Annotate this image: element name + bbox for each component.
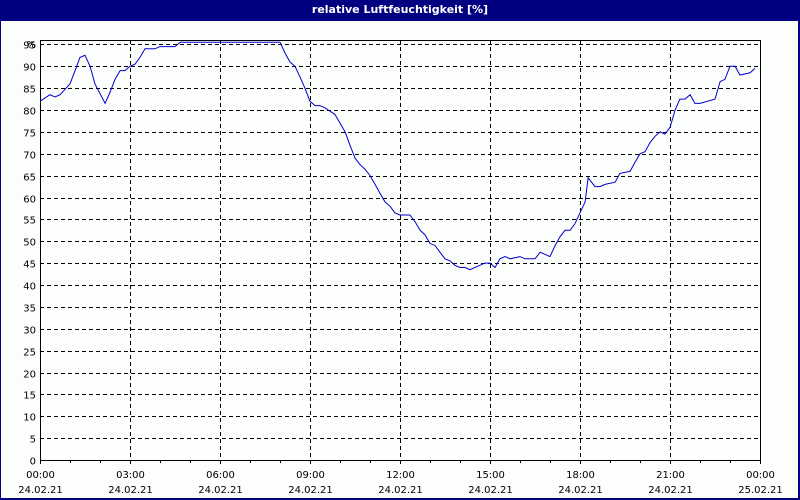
x-tick-date: 24.02.21 bbox=[378, 485, 423, 496]
y-tick-label: 60 bbox=[23, 195, 36, 206]
x-tick-time: 21:00 bbox=[656, 470, 685, 481]
y-tick-label: 20 bbox=[23, 370, 36, 381]
x-tick-date: 24.02.21 bbox=[468, 485, 513, 496]
y-tick-label: 45 bbox=[23, 260, 36, 271]
y-tick-label: 85 bbox=[23, 85, 36, 96]
x-tick-time: 06:00 bbox=[206, 470, 235, 481]
x-tick-time: 18:00 bbox=[566, 470, 595, 481]
y-tick-label: 40 bbox=[23, 282, 36, 293]
y-tick-label: 95 bbox=[23, 41, 36, 52]
y-tick-label: 50 bbox=[23, 238, 36, 249]
chart-title: relative Luftfeuchtigkeit [%] bbox=[311, 3, 489, 16]
y-tick-label: 80 bbox=[23, 107, 36, 118]
y-tick-label: 70 bbox=[23, 151, 36, 162]
x-tick-date: 24.02.21 bbox=[558, 485, 603, 496]
y-unit-label: % bbox=[26, 40, 36, 51]
x-tick-time: 15:00 bbox=[476, 470, 505, 481]
x-tick-time: 00:00 bbox=[746, 470, 775, 481]
y-tick-label: 15 bbox=[23, 391, 36, 402]
y-axis-ticks: 0 5 10 15 20 25 30 35 40 45 50 55 60 65 70 75 80 85 90 95% bbox=[23, 40, 36, 468]
chart-panel bbox=[1, 21, 798, 498]
x-tick-time: 00:00 bbox=[26, 470, 55, 481]
chart-title-bar: relative Luftfeuchtigkeit [%] bbox=[0, 0, 800, 21]
x-axis-ticks: 00:00 24.02.21 03:00 24.02.21 06:00 24.02.21 0… bbox=[18, 460, 783, 496]
y-tick-label: 5 bbox=[30, 435, 36, 446]
x-tick-date: 24.02.21 bbox=[108, 485, 153, 496]
y-tick-label: 35 bbox=[23, 304, 36, 315]
grid-lines bbox=[40, 40, 760, 460]
x-tick-date: 24.02.21 bbox=[648, 485, 693, 496]
humidity-series-line bbox=[39, 41, 756, 271]
y-tick-label: 30 bbox=[23, 326, 36, 337]
y-tick-label: 10 bbox=[23, 413, 36, 424]
y-tick-label: 65 bbox=[23, 173, 36, 184]
x-tick-date: 25.02.21 bbox=[738, 485, 783, 496]
x-tick-time: 12:00 bbox=[386, 470, 415, 481]
y-tick-label: 90 bbox=[23, 63, 36, 74]
y-tick-label: 55 bbox=[23, 216, 36, 227]
y-tick-label: 0 bbox=[30, 457, 36, 468]
x-tick-time: 03:00 bbox=[116, 470, 145, 481]
y-tick-label: 25 bbox=[23, 348, 36, 359]
x-tick-date: 24.02.21 bbox=[18, 485, 63, 496]
x-tick-date: 24.02.21 bbox=[198, 485, 243, 496]
y-tick-label: 75 bbox=[23, 129, 36, 140]
x-tick-date: 24.02.21 bbox=[288, 485, 333, 496]
x-tick-time: 09:00 bbox=[296, 470, 325, 481]
